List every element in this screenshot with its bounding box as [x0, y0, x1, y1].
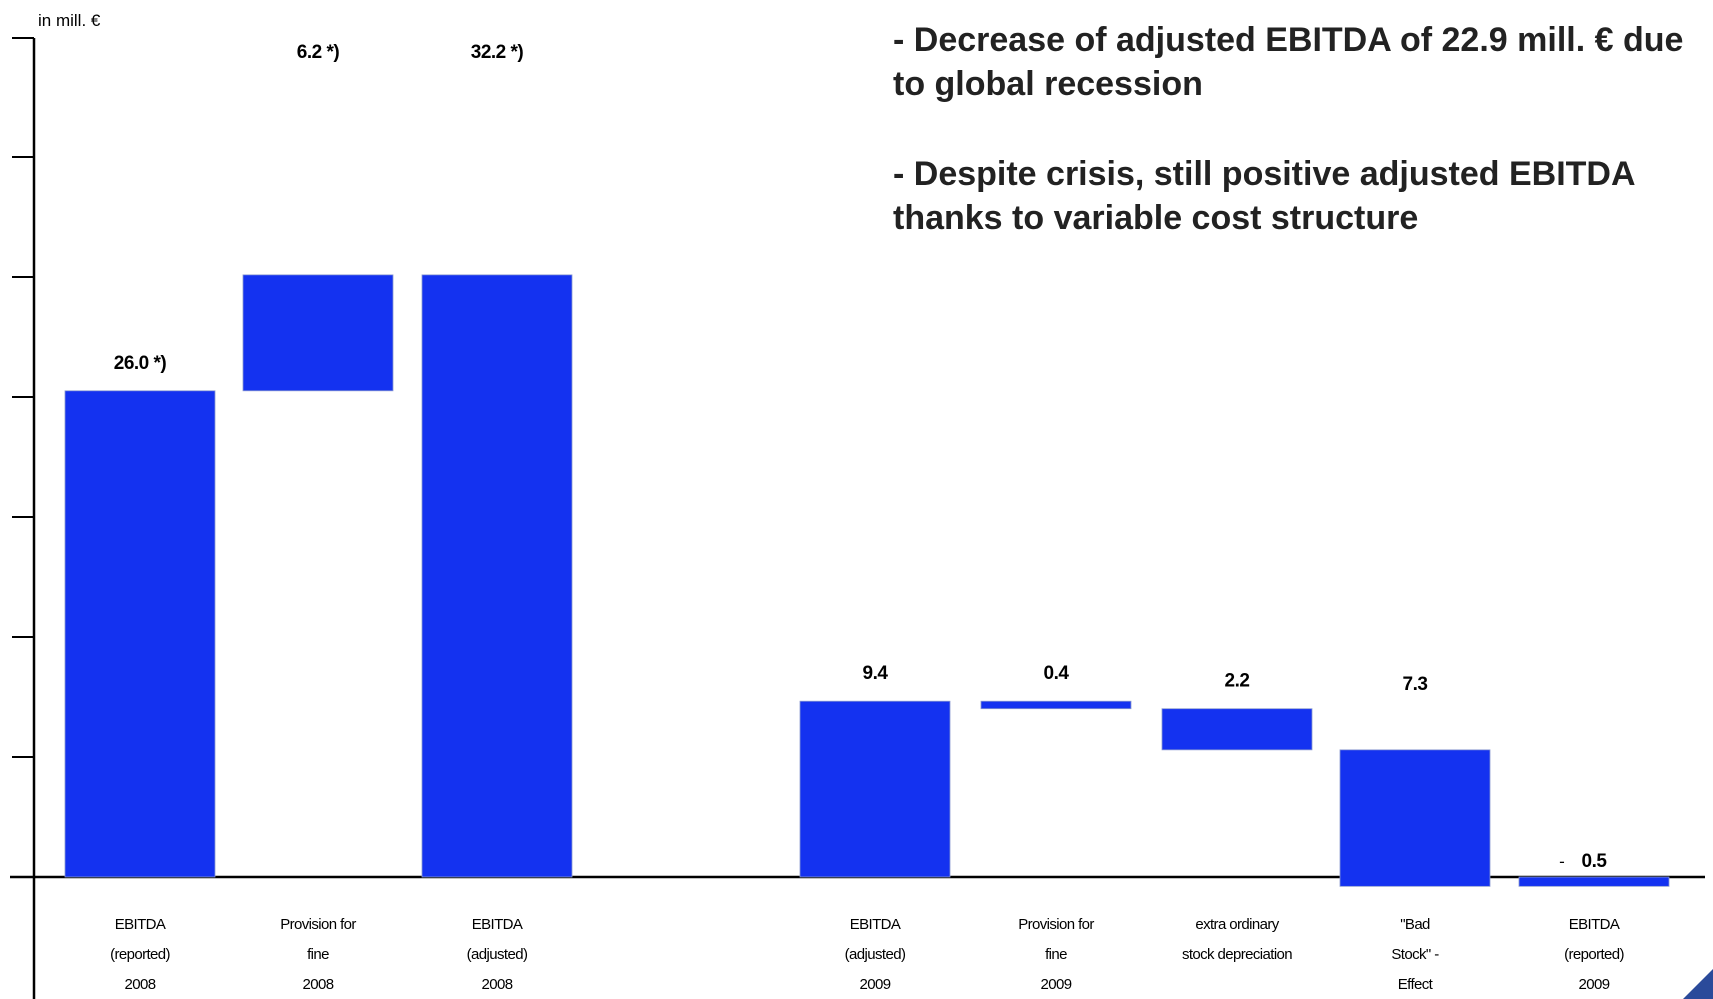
chart-bars — [64, 274, 1670, 887]
category-label-ebitda-reported-2008-0: EBITDA — [115, 916, 166, 933]
category-label-ebitda-adjusted-2009-0: EBITDA — [850, 916, 901, 933]
unit-label: in mill. € — [38, 11, 101, 30]
bullet-decrease: - Decrease of adjusted EBITDA of 22.9 mi… — [893, 21, 1684, 103]
bar-ebitda-reported-2009 — [1518, 876, 1670, 887]
category-label-ebitda-adjusted-2008-1: (adjusted) — [467, 946, 528, 963]
bar-provision-2008 — [242, 274, 394, 392]
bullet-positive: - Despite crisis, still positive adjuste… — [893, 155, 1635, 237]
value-sign-ebitda-reported-2009: - — [1559, 852, 1565, 871]
chart-category-labels: EBITDA (reported) 2008 Provision for fine 200… — [110, 916, 1625, 993]
category-label-provision-2009-1: fine — [1045, 946, 1067, 963]
bar-ebitda-adjusted-2009 — [799, 700, 951, 878]
value-label-bad-stock: 7.3 — [1403, 674, 1428, 695]
value-label-ebitda-reported-2009: 0.5 — [1582, 851, 1608, 872]
category-label-provision-2009-2: 2009 — [1041, 976, 1072, 993]
category-label-ebitda-reported-2008-2: 2008 — [125, 976, 156, 993]
value-label-stock-depreciation: 2.2 — [1225, 671, 1250, 692]
category-label-ebitda-adjusted-2009-1: (adjusted) — [845, 946, 906, 963]
value-label-ebitda-reported-2008: 26.0 *) — [114, 353, 167, 374]
value-label-provision-2008: 6.2 *) — [297, 42, 340, 63]
value-label-provision-2009: 0.4 — [1044, 663, 1070, 684]
bar-ebitda-reported-2008 — [64, 390, 216, 878]
category-label-ebitda-reported-2009-1: (reported) — [1564, 946, 1624, 963]
corner-decoration — [1683, 969, 1713, 999]
chart-value-labels: 26.0 *) 6.2 *) 32.2 *) 9.4 0.4 2.2 7.3 0.5- — [114, 42, 1608, 872]
category-label-ebitda-reported-2008-1: (reported) — [110, 946, 170, 963]
bar-ebitda-adjusted-2008 — [421, 274, 573, 878]
value-label-ebitda-adjusted-2008: 32.2 *) — [471, 42, 524, 63]
category-label-stock-depreciation-1: stock depreciation — [1182, 946, 1292, 963]
bar-bad-stock — [1339, 749, 1491, 887]
category-label-provision-2008-2: 2008 — [303, 976, 334, 993]
category-label-bad-stock-0: "Bad — [1400, 916, 1430, 933]
category-label-provision-2008-0: Provision for — [280, 916, 356, 933]
category-label-bad-stock-2: Effect — [1398, 976, 1434, 993]
bar-stock-depreciation — [1161, 708, 1313, 751]
category-label-ebitda-adjusted-2008-0: EBITDA — [472, 916, 523, 933]
value-label-ebitda-adjusted-2009: 9.4 — [863, 663, 889, 684]
category-label-ebitda-reported-2009-2: 2009 — [1579, 976, 1610, 993]
bar-provision-2009 — [980, 700, 1132, 710]
category-label-ebitda-adjusted-2008-2: 2008 — [482, 976, 513, 993]
category-label-ebitda-adjusted-2009-2: 2009 — [860, 976, 891, 993]
category-label-stock-depreciation-0: extra ordinary — [1195, 916, 1279, 933]
commentary-bullets: - Decrease of adjusted EBITDA of 22.9 mi… — [893, 18, 1713, 286]
category-label-provision-2008-1: fine — [307, 946, 329, 963]
category-label-bad-stock-1: Stock" - — [1391, 946, 1439, 963]
category-label-provision-2009-0: Provision for — [1018, 916, 1094, 933]
category-label-ebitda-reported-2009-0: EBITDA — [1569, 916, 1620, 933]
